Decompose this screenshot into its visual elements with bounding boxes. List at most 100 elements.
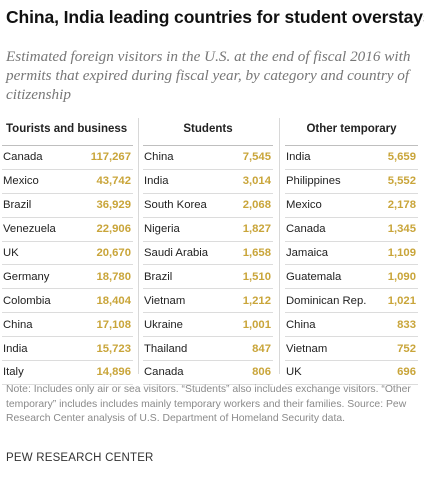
overstay-count: 1,212	[242, 294, 271, 307]
overstay-count: 806	[252, 366, 271, 379]
overstay-count: 2,068	[242, 199, 271, 212]
overstay-count: 15,723	[96, 342, 131, 355]
table-row: Nigeria 1,827	[143, 218, 273, 242]
country-name: India	[3, 342, 28, 355]
country-name: Italy	[3, 366, 24, 379]
country-name: India	[144, 175, 169, 188]
table-row: China 7,545	[143, 146, 273, 170]
table-row: Canada 117,267	[2, 146, 133, 170]
overstay-count: 696	[397, 366, 416, 379]
country-name: Ukraine	[144, 318, 183, 331]
overstay-count: 5,659	[387, 151, 416, 164]
table-row: China 17,108	[2, 313, 133, 338]
table-row: Jamaica 1,109	[285, 242, 418, 266]
chart-title: China, India leading countries for stude…	[6, 7, 424, 27]
chart-notes: Note: Includes only air or sea visitors.…	[6, 384, 411, 425]
country-name: Vietnam	[286, 342, 328, 355]
overstay-count: 117,267	[90, 151, 131, 164]
table-row: Saudi Arabia 1,658	[143, 242, 273, 266]
table-row: Mexico 43,742	[2, 170, 133, 194]
country-name: South Korea	[144, 199, 207, 212]
table-row: Philippines 5,552	[285, 170, 418, 194]
country-name: Jamaica	[286, 247, 329, 259]
country-name: Saudi Arabia	[144, 247, 209, 259]
table-row: Mexico 2,178	[285, 194, 418, 218]
overstay-count: 1,001	[242, 318, 271, 331]
column-header: Tourists and business	[2, 118, 133, 146]
overstay-count: 833	[397, 318, 416, 331]
table-row: Italy 14,896	[2, 361, 133, 385]
column-header: Students	[143, 118, 273, 146]
table-row: Ukraine 1,001	[143, 313, 273, 338]
overstay-count: 5,552	[387, 175, 416, 188]
overstay-count: 17,108	[96, 318, 131, 331]
table-row: Canada 806	[143, 361, 273, 385]
table-row: Venezuela 22,906	[2, 218, 133, 242]
country-name: Thailand	[144, 342, 188, 355]
country-name: UK	[286, 366, 302, 379]
country-name: Guatemala	[286, 270, 342, 283]
country-name: Venezuela	[3, 223, 56, 236]
table-row: India 15,723	[2, 337, 133, 362]
country-name: UK	[3, 247, 19, 259]
table-row: Colombia 18,404	[2, 289, 133, 314]
country-name: Mexico	[3, 175, 39, 188]
overstay-count: 1,109	[387, 247, 416, 259]
country-name: Dominican Rep.	[286, 294, 367, 307]
overstay-count: 1,827	[242, 223, 271, 236]
country-name: Nigeria	[144, 223, 180, 236]
overstay-count: 847	[252, 342, 271, 355]
overstay-count: 1,658	[242, 247, 271, 259]
overstay-count: 43,742	[96, 175, 131, 188]
table-row: South Korea 2,068	[143, 194, 273, 218]
table-row: Brazil 1,510	[143, 265, 273, 290]
column-header: Other temporary	[285, 118, 418, 146]
table-row: India 3,014	[143, 170, 273, 194]
overstay-count: 7,545	[242, 151, 271, 164]
overstay-count: 36,929	[96, 199, 131, 212]
source-organization: PEW RESEARCH CENTER	[6, 452, 154, 464]
overstay-count: 14,896	[96, 366, 131, 379]
country-name: Philippines	[286, 175, 341, 188]
table-row: Brazil 36,929	[2, 194, 133, 218]
column-other-temporary: Other temporary India 5,659 Philippines 5,5…	[285, 118, 418, 385]
table-row: Vietnam 752	[285, 337, 418, 362]
country-name: China	[3, 318, 33, 331]
table-row: Dominican Rep. 1,021	[285, 289, 418, 314]
overstay-count: 752	[397, 342, 416, 355]
table-row: China 833	[285, 313, 418, 338]
overstay-count: 1,090	[387, 270, 416, 283]
overstay-count: 18,780	[96, 270, 131, 283]
overstay-count: 1,021	[387, 294, 416, 307]
column-students: Students China 7,545 India 3,014 South Korea…	[143, 118, 273, 385]
table-row: Guatemala 1,090	[285, 265, 418, 290]
column-tourists-business: Tourists and business Canada 117,267 Mexic…	[2, 118, 133, 385]
table-row: UK 20,670	[2, 242, 133, 266]
overstay-count: 2,178	[387, 199, 416, 212]
overstay-count: 20,670	[96, 247, 131, 259]
overstay-count: 18,404	[96, 294, 131, 307]
overstay-count: 22,906	[96, 223, 131, 236]
table-row: UK 696	[285, 361, 418, 385]
overstay-count: 1,510	[242, 270, 271, 283]
overstay-count: 3,014	[242, 175, 271, 188]
table-row: Vietnam 1,212	[143, 289, 273, 314]
country-name: Brazil	[3, 199, 32, 212]
country-name: Colombia	[3, 294, 51, 307]
overstay-count: 1,345	[387, 223, 416, 236]
table-row: Thailand 847	[143, 337, 273, 362]
country-name: Vietnam	[144, 294, 186, 307]
country-name: Canada	[286, 223, 326, 236]
country-name: India	[286, 151, 311, 164]
country-name: Germany	[3, 270, 50, 283]
table-row: India 5,659	[285, 146, 418, 170]
table-row: Canada 1,345	[285, 218, 418, 242]
country-name: China	[286, 318, 316, 331]
country-name: Mexico	[286, 199, 322, 212]
column-divider	[138, 118, 139, 374]
chart-subtitle: Estimated foreign visitors in the U.S. a…	[6, 48, 411, 103]
column-divider	[279, 118, 280, 374]
country-name: China	[144, 151, 174, 164]
country-name: Brazil	[144, 270, 173, 283]
country-name: Canada	[3, 151, 43, 164]
